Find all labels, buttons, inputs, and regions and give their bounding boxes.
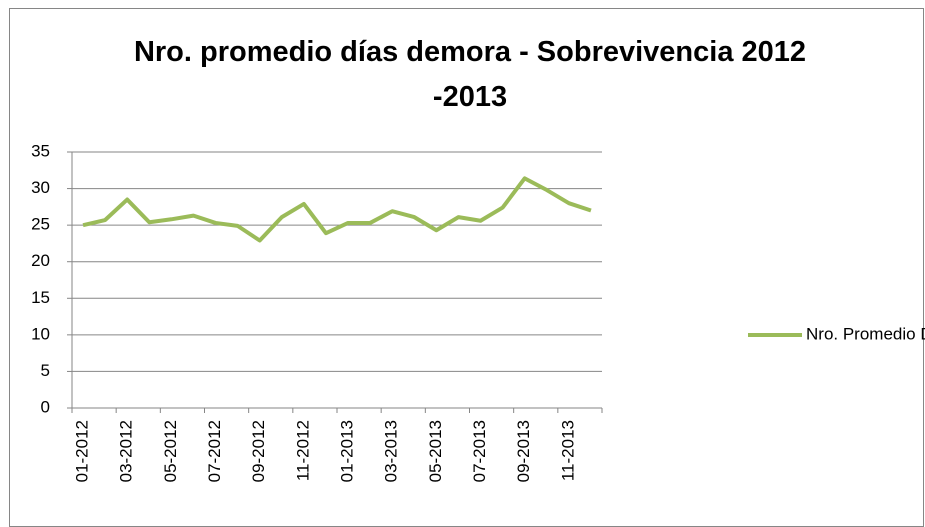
legend-label: Nro. Promedio Días xyxy=(806,324,925,343)
x-tick-label: 09-2013 xyxy=(514,420,533,482)
y-tick-label: 5 xyxy=(41,361,50,380)
x-tick-label: 07-2013 xyxy=(470,420,489,482)
y-tick-label: 20 xyxy=(31,251,50,270)
x-tick-label: 11-2013 xyxy=(558,420,577,481)
y-tick-label: 15 xyxy=(31,288,50,307)
y-tick-label: 10 xyxy=(31,324,50,343)
x-tick-label: 09-2012 xyxy=(249,420,268,482)
line-series xyxy=(82,176,592,243)
x-tick-label: 11-2012 xyxy=(293,420,312,481)
x-tick-label: 05-2013 xyxy=(426,420,445,482)
y-tick-label: 35 xyxy=(31,141,50,160)
x-tick-label: 05-2012 xyxy=(161,420,180,482)
y-tick-label: 30 xyxy=(31,178,50,197)
x-tick-label: 03-2013 xyxy=(382,420,401,482)
x-tick-label: 07-2012 xyxy=(205,420,224,482)
x-tick-label: 01-2013 xyxy=(338,420,357,482)
y-tick-label: 25 xyxy=(31,215,50,234)
x-tick-label: 01-2012 xyxy=(73,420,92,482)
y-tick-label: 0 xyxy=(41,397,50,416)
chart-title: Nro. promedio días demora - Sobrevivenci… xyxy=(133,36,807,113)
x-tick-label: 03-2012 xyxy=(117,420,136,482)
